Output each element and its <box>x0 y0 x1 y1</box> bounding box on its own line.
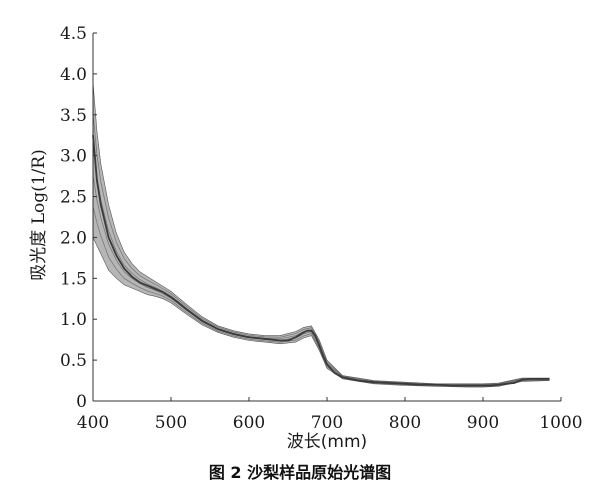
y-tick-label: 2.0 <box>60 228 87 248</box>
y-tick-label: 4.0 <box>60 65 87 85</box>
sample-spectrum-line <box>92 113 550 385</box>
plot-area <box>92 82 550 388</box>
x-tick-label: 700 <box>311 413 343 433</box>
y-tick-label: 3.0 <box>60 147 87 167</box>
y-tick-label: 1.0 <box>60 310 87 330</box>
x-tick-label: 900 <box>467 413 499 433</box>
x-axis-label: 波长(mm) <box>287 432 367 452</box>
y-tick-label: 3.5 <box>60 106 87 126</box>
y-tick-label: 0.5 <box>60 351 87 371</box>
series-layer <box>92 135 550 387</box>
y-axis-label: 吸光度 Log(1/R) <box>29 149 49 280</box>
x-tick-label: 800 <box>389 413 421 433</box>
spectra-envelope <box>92 82 550 388</box>
y-tick-label: 0 <box>76 392 87 412</box>
x-tick-label: 500 <box>155 413 187 433</box>
x-tick-label: 600 <box>233 413 265 433</box>
spectra-envelope-layer <box>92 82 550 388</box>
x-tick-label: 1000 <box>539 413 582 433</box>
figure-caption: 图 2 沙梨样品原始光谱图 <box>209 463 391 482</box>
x-tick-labels: 400 500 600 700 800 900 1000 <box>77 397 583 433</box>
y-tick-labels: 0 0.5 1.0 1.5 2.0 2.5 3.0 3.5 4.0 4.5 <box>60 24 97 412</box>
y-tick-label: 2.5 <box>60 188 87 208</box>
y-tick-label: 1.5 <box>60 269 87 289</box>
x-tick-label: 400 <box>77 413 109 433</box>
y-tick-label: 4.5 <box>60 24 87 44</box>
spectrum-series-line <box>92 135 550 387</box>
